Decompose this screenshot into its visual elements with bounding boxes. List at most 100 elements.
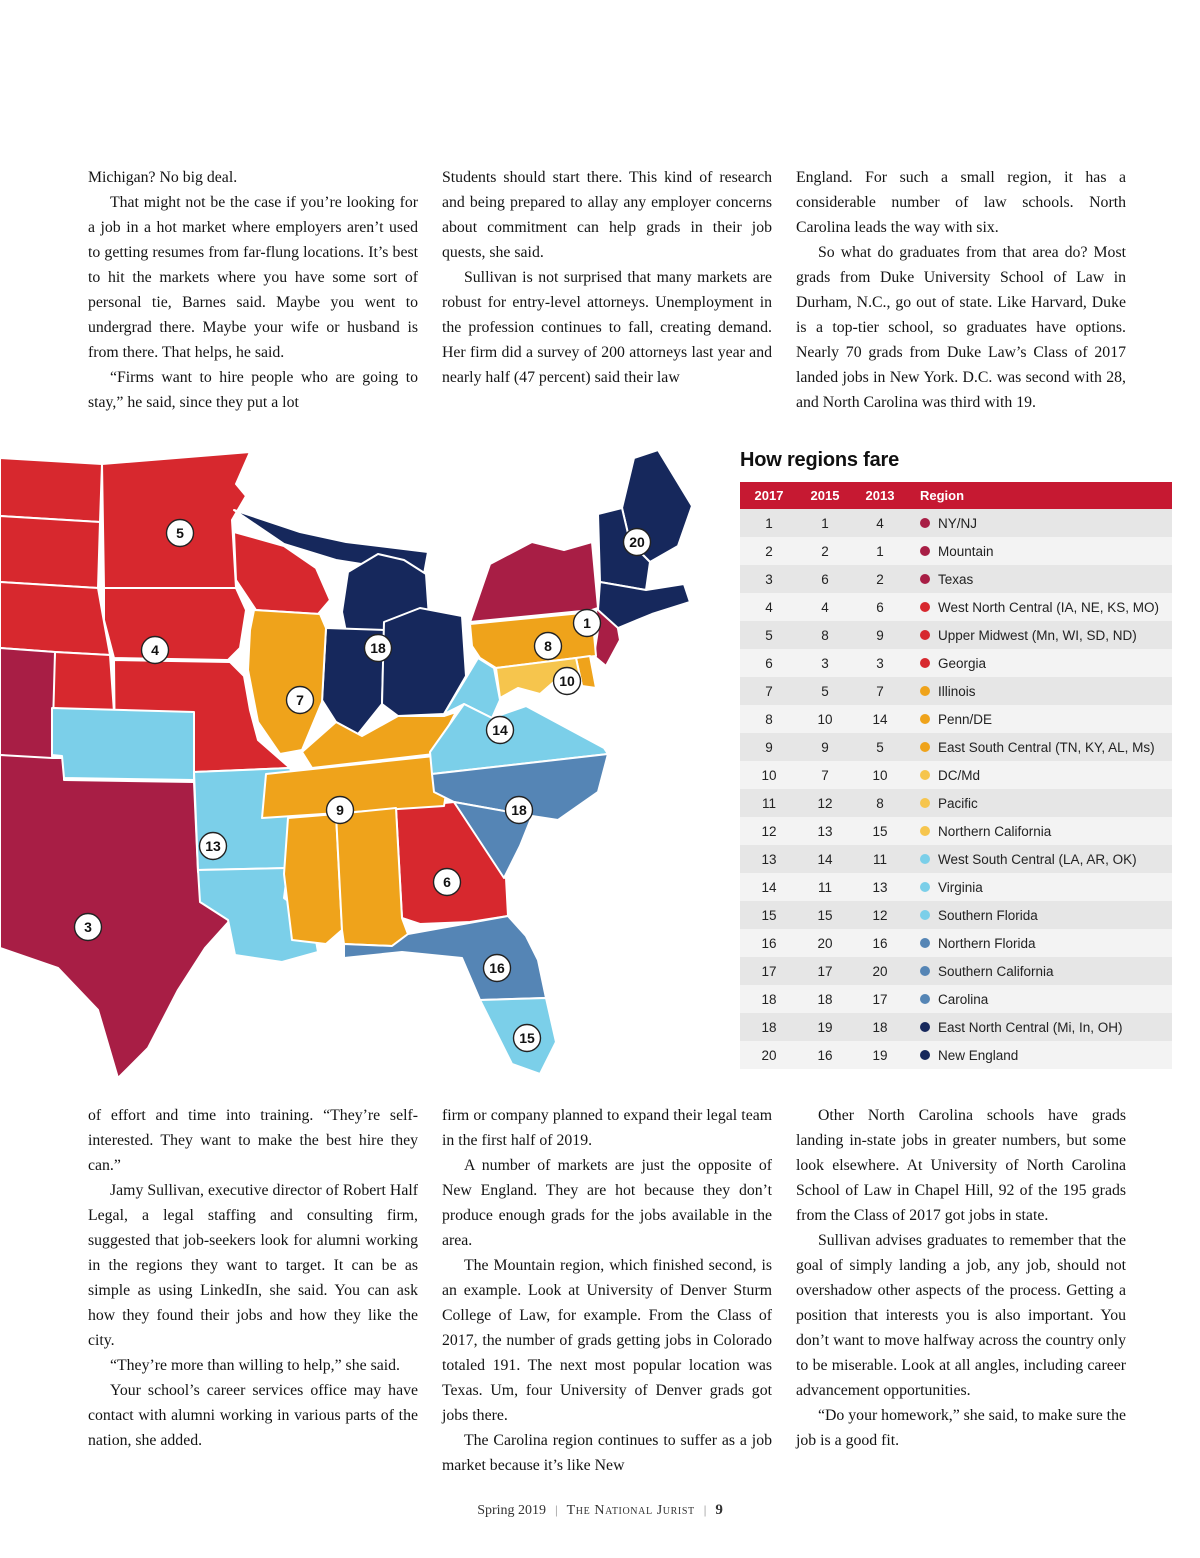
rank-cell: 3 (821, 655, 829, 671)
rank-cell: 1 (876, 543, 884, 559)
state-maryland (495, 657, 583, 699)
paragraph: Students should start there. This kind o… (442, 169, 772, 261)
map-rank-marker-label: 9 (336, 802, 344, 818)
bottom-column-1: of effort and time into training. “They’… (88, 1103, 418, 1478)
table-title: How regions fare (740, 449, 900, 471)
rank-cell: 3 (876, 655, 884, 671)
region-cell: Penn/DE (908, 712, 1172, 727)
map-rank-marker-label: 7 (296, 692, 304, 708)
paragraph: So what do graduates from that area do? … (796, 244, 1126, 411)
rank-cell: 7 (876, 683, 884, 699)
map-rank-marker-label: 18 (370, 640, 386, 656)
us-regions-map: 5 20 4 18 1 8 7 10 14 9 18 13 6 3 16 15 (0, 449, 740, 1082)
bottom-column-3: Other North Carolina schools have grads … (796, 1103, 1126, 1478)
map-rank-marker (432, 867, 462, 897)
region-cell: West North Central (IA, NE, KS, MO) (908, 600, 1172, 615)
state-nebraska (0, 581, 111, 656)
table-header: 2017 2015 2013 Region (740, 482, 1172, 509)
region-name: Southern Florida (938, 907, 1038, 923)
region-color-dot (920, 742, 930, 752)
region-cell: Pacific (908, 796, 1172, 811)
rank-cell: 17 (761, 963, 777, 979)
state-new-york (469, 541, 599, 623)
top-column-1: Michigan? No big deal. That might not be… (88, 165, 418, 415)
map-rank-marker (198, 831, 228, 861)
table-row: 16 20 16 Northern Florida (740, 929, 1172, 957)
map-rank-marker (482, 953, 512, 983)
region-color-dot (920, 910, 930, 920)
rank-cell: 13 (817, 823, 833, 839)
region-cell: West South Central (LA, AR, OK) (908, 852, 1172, 867)
region-color-dot (920, 714, 930, 724)
region-color-dot (920, 938, 930, 948)
rank-cell: 11 (872, 851, 887, 867)
rank-cell: 20 (872, 963, 888, 979)
state-mass-conn-ri (597, 581, 691, 629)
region-cell: NY/NJ (908, 516, 1172, 531)
rank-cell: 14 (761, 879, 777, 895)
rank-cell: 9 (876, 627, 884, 643)
region-cell: Georgia (908, 656, 1172, 671)
state-kentucky (301, 711, 457, 769)
paragraph: Jamy Sullivan, executive director of Rob… (88, 1182, 418, 1349)
state-south-dakota (0, 515, 101, 589)
region-cell: Carolina (908, 992, 1172, 1007)
region-cell: Virginia (908, 880, 1172, 895)
region-color-dot (920, 658, 930, 668)
map-rank-marker-label: 10 (559, 673, 575, 689)
rank-cell: 14 (817, 851, 833, 867)
rank-cell: 18 (761, 991, 777, 1007)
region-name: Illinois (938, 683, 976, 699)
rank-cell: 12 (817, 795, 833, 811)
map-rank-marker-label: 20 (629, 534, 645, 550)
rank-cell: 8 (821, 627, 829, 643)
region-color-dot (920, 574, 930, 584)
region-color-dot (920, 798, 930, 808)
paragraph: A number of markets are just the opposit… (442, 1157, 772, 1249)
rank-cell: 2 (821, 543, 829, 559)
region-name: Mountain (938, 543, 994, 559)
rank-cell: 2 (765, 543, 773, 559)
state-kansas (51, 651, 115, 713)
footer-separator: | (555, 1502, 558, 1517)
region-cell: Northern California (908, 824, 1172, 839)
page-footer: Spring 2019 | The National Jurist | 9 (0, 1502, 1200, 1519)
map-rank-marker-label: 6 (443, 874, 451, 890)
region-color-dot (920, 518, 930, 528)
state-alabama (335, 807, 409, 947)
region-color-dot (920, 630, 930, 640)
table-row: 3 6 2 Texas (740, 565, 1172, 593)
rank-cell: 18 (817, 991, 833, 1007)
table-row: 5 8 9 Upper Midwest (Mn, WI, SD, ND) (740, 621, 1172, 649)
rank-cell: 5 (821, 683, 829, 699)
map-rank-marker-label: 15 (519, 1030, 535, 1046)
paragraph: Other North Carolina schools have grads … (796, 1107, 1126, 1224)
map-rank-marker (73, 912, 103, 942)
map-rank-marker (512, 1023, 542, 1053)
table-row: 13 14 11 West South Central (LA, AR, OK) (740, 845, 1172, 873)
rank-cell: 5 (765, 627, 773, 643)
rank-cell: 8 (876, 795, 884, 811)
rank-cell: 3 (765, 571, 773, 587)
region-color-dot (920, 770, 930, 780)
paragraph: The Mountain region, which finished seco… (442, 1257, 772, 1424)
region-cell: Mountain (908, 544, 1172, 559)
region-cell: Southern California (908, 964, 1172, 979)
rank-cell: 15 (761, 907, 777, 923)
region-cell: Upper Midwest (Mn, WI, SD, ND) (908, 628, 1172, 643)
top-text-columns: Michigan? No big deal. That might not be… (88, 165, 1128, 415)
map-rank-marker-label: 13 (205, 838, 221, 854)
region-cell: DC/Md (908, 768, 1172, 783)
rank-cell: 19 (872, 1047, 888, 1063)
rank-cell: 5 (876, 739, 884, 755)
region-color-dot (920, 826, 930, 836)
header-cell-2013: 2013 (865, 488, 895, 503)
footer-separator: | (703, 1502, 707, 1517)
table-row: 10 7 10 DC/Md (740, 761, 1172, 789)
rank-cell: 4 (821, 599, 829, 615)
region-name: West North Central (IA, NE, KS, MO) (938, 599, 1160, 615)
table-row: 1 1 4 NY/NJ (740, 509, 1172, 537)
table-row: 18 18 17 Carolina (740, 985, 1172, 1013)
map-rank-marker (285, 685, 315, 715)
